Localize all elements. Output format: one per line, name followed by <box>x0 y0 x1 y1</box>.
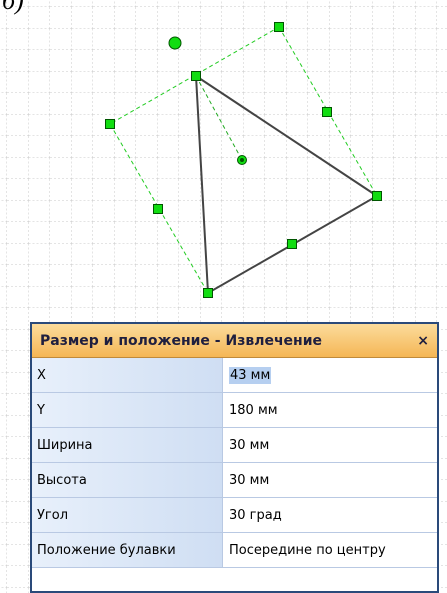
property-name: X <box>32 358 223 392</box>
property-row: Y 180 мм <box>32 393 437 428</box>
handle[interactable] <box>204 289 213 298</box>
property-row: X 43 мм <box>32 358 437 393</box>
property-value-text: 30 град <box>229 508 282 523</box>
handle[interactable] <box>373 192 382 201</box>
property-value[interactable]: Посередине по центру <box>223 533 437 567</box>
property-rows: X 43 мм Y 180 мм Ширина 30 мм Высота 30 мм Угол 3… <box>32 358 437 568</box>
property-name: Y <box>32 393 223 427</box>
panel-header: Размер и положение - Извлечение × <box>32 324 437 358</box>
property-row: Высота 30 мм <box>32 463 437 498</box>
panel-title: Размер и положение - Извлечение <box>40 333 322 349</box>
property-row: Ширина 30 мм <box>32 428 437 463</box>
screen: б) Размер и положение - Извлечение × X 43… <box>0 0 447 593</box>
close-button[interactable]: × <box>417 333 429 349</box>
property-value-text: 30 мм <box>229 438 269 453</box>
property-value[interactable]: 180 мм <box>223 393 437 427</box>
property-value[interactable]: 43 мм <box>223 358 437 392</box>
caption: б) <box>2 0 24 16</box>
property-value-text: Посередине по центру <box>229 543 386 558</box>
property-name: Положение булавки <box>32 533 223 567</box>
handle[interactable] <box>106 120 115 129</box>
pin-dot <box>241 159 244 162</box>
property-value-text: 43 мм <box>229 367 271 384</box>
property-value[interactable]: 30 град <box>223 498 437 532</box>
handle[interactable] <box>323 108 332 117</box>
property-value[interactable]: 30 мм <box>223 428 437 462</box>
property-value-text: 30 мм <box>229 473 269 488</box>
property-name: Ширина <box>32 428 223 462</box>
size-position-panel: Размер и положение - Извлечение × X 43 мм… <box>30 322 439 593</box>
property-value-text: 180 мм <box>229 403 278 418</box>
property-row: Угол 30 град <box>32 498 437 533</box>
property-value[interactable]: 30 мм <box>223 463 437 497</box>
rotation-handle[interactable] <box>169 37 181 49</box>
handle[interactable] <box>154 205 163 214</box>
property-name: Высота <box>32 463 223 497</box>
property-name: Угол <box>32 498 223 532</box>
handle[interactable] <box>275 23 284 32</box>
property-row: Положение булавки Посередине по центру <box>32 533 437 568</box>
handle[interactable] <box>192 72 201 81</box>
handle[interactable] <box>288 240 297 249</box>
